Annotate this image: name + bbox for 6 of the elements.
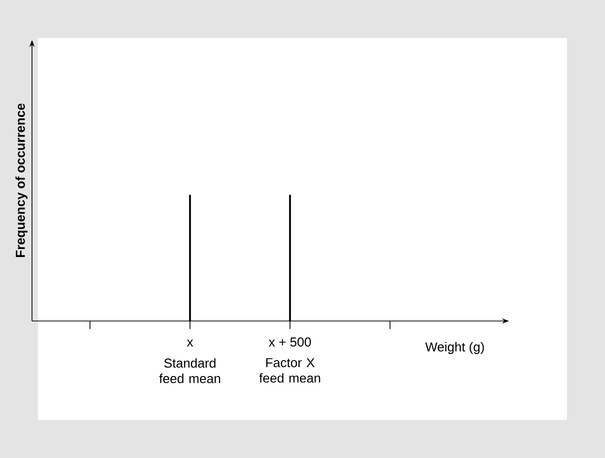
x-tick-label: x [186, 340, 194, 346]
text: Factor X feed mean [259, 358, 320, 383]
x-axis-title: Weight (g) [425, 342, 484, 354]
x-tick-label: x + 500 [268, 337, 311, 347]
y-axis-title: Frequency of occurrence [15, 104, 28, 258]
text: Standard feed mean [159, 358, 220, 384]
